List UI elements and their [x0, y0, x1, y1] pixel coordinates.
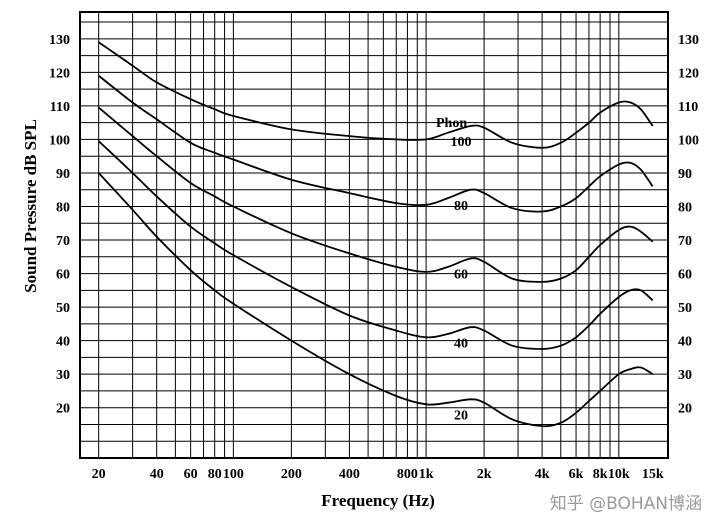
y-tick-label-left: 110: [50, 100, 70, 115]
x-tick-label: 1k: [419, 467, 434, 482]
curve-label-80: 80: [454, 199, 468, 214]
y-tick-label-right: 100: [678, 133, 699, 148]
y-tick-label-left: 80: [56, 200, 70, 215]
curve-label-60: 60: [454, 268, 468, 283]
y-tick-label-right: 80: [678, 200, 692, 215]
curve-label-100: 100: [451, 135, 472, 150]
tick-labels: 20 20 30 30 40 40 50 50 60 60 70 70 80 80 90 90 100 100 11…: [49, 33, 699, 482]
y-tick-label-right: 120: [678, 66, 699, 81]
y-tick-label-left: 50: [56, 301, 70, 316]
y-tick-label-left: 40: [56, 335, 70, 350]
x-tick-label: 60: [184, 467, 198, 482]
watermark: 知乎 @BOHAN博涵: [549, 494, 702, 514]
grid: [80, 12, 668, 458]
y-tick-label-right: 30: [678, 368, 692, 383]
x-tick-label: 400: [339, 467, 360, 482]
y-tick-label-left: 20: [56, 402, 70, 417]
y-tick-label-left: 30: [56, 368, 70, 383]
y-tick-label-right: 20: [678, 402, 692, 417]
y-axis-label: Sound Pressure dB SPL: [21, 119, 40, 293]
y-tick-label-right: 110: [678, 100, 698, 115]
curve-labels: 100 80 60 40 20: [451, 135, 472, 423]
y-tick-label-right: 50: [678, 301, 692, 316]
y-tick-label-left: 70: [56, 234, 70, 249]
x-tick-label: 15k: [642, 467, 664, 482]
y-tick-label-right: 130: [678, 33, 699, 48]
y-tick-label-right: 90: [678, 167, 692, 182]
y-tick-label-left: 130: [49, 33, 70, 48]
x-axis-label: Frequency (Hz): [321, 491, 434, 510]
x-tick-label: 20: [92, 467, 106, 482]
curve-80-phon: [98, 74, 654, 213]
curve-label-20: 20: [454, 408, 468, 423]
y-tick-label-left: 120: [49, 66, 70, 81]
x-tick-label: 800: [397, 467, 418, 482]
y-tick-label-left: 90: [56, 167, 70, 182]
curve-100-phon: [98, 41, 654, 149]
x-tick-label: 80: [208, 467, 222, 482]
y-tick-label-right: 60: [678, 268, 692, 283]
y-tick-label-left: 60: [56, 268, 70, 283]
curve-20-phon: [98, 172, 654, 428]
x-tick-label: 100: [223, 467, 244, 482]
curve-60-phon: [98, 106, 654, 283]
x-tick-label: 10k: [608, 467, 630, 482]
y-tick-label-right: 70: [678, 234, 692, 249]
curves: [98, 41, 654, 428]
legend-title: Phon: [436, 116, 467, 131]
curve-label-40: 40: [454, 336, 468, 351]
y-tick-label-left: 100: [49, 133, 70, 148]
plot-frame: [79, 11, 669, 459]
x-tick-label: 200: [281, 467, 302, 482]
curve-40-phon: [98, 140, 654, 350]
y-tick-label-right: 40: [678, 335, 692, 350]
x-tick-label: 6k: [569, 467, 584, 482]
x-tick-label: 2k: [477, 467, 492, 482]
x-tick-label: 8k: [593, 467, 608, 482]
x-tick-label: 4k: [535, 467, 550, 482]
x-tick-label: 40: [150, 467, 164, 482]
